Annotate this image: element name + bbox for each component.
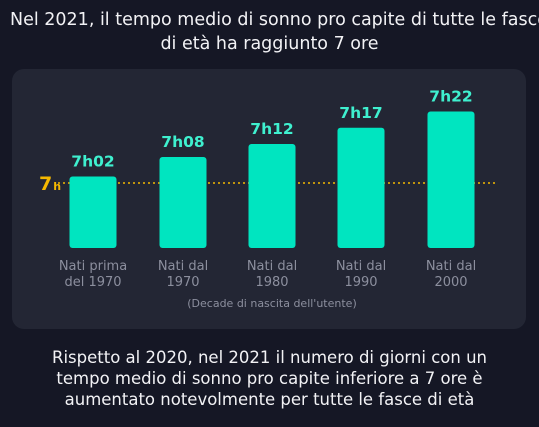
bar-value-label: 7h17 <box>339 104 382 122</box>
x-axis-label: (Decade di nascita dell'utente) <box>187 297 356 310</box>
category-label: Nati dal <box>247 259 297 274</box>
bar <box>337 127 385 248</box>
bar <box>427 111 475 248</box>
category-label: 1980 <box>255 275 288 290</box>
category-label: Nati dal <box>158 259 208 274</box>
bar-value-label: 7h02 <box>71 153 114 171</box>
category-label: Nati prima <box>59 259 127 274</box>
footer-line-1: Rispetto al 2020, nel 2021 il numero di … <box>52 348 487 367</box>
category-label: Nati dal <box>336 259 386 274</box>
bar <box>69 176 117 248</box>
bar <box>248 144 296 248</box>
headline: Nel 2021, il tempo medio di sonno pro ca… <box>10 8 539 56</box>
bar-value-label: 7h22 <box>429 88 472 106</box>
category-label: Nati dal <box>426 259 476 274</box>
headline-line-1: Nel 2021, il tempo medio di sonno pro ca… <box>10 10 539 30</box>
footer-text: Rispetto al 2020, nel 2021 il numero di … <box>10 347 529 410</box>
category-label: 2000 <box>434 275 467 290</box>
category-label: 1990 <box>344 275 377 290</box>
category-label: 1970 <box>166 275 199 290</box>
bar-value-label: 7h08 <box>161 133 204 151</box>
category-label: del 1970 <box>64 275 121 290</box>
bar-value-label: 7h12 <box>250 120 293 138</box>
bar <box>159 157 207 248</box>
footer-line-2: tempo medio di sonno pro capite inferior… <box>56 369 483 388</box>
reference-line-label: 7h <box>39 173 61 195</box>
headline-line-2: di età ha raggiunto 7 ore <box>160 34 379 54</box>
footer-line-3: aumentato notevolmente per tutte le fasc… <box>64 390 475 409</box>
